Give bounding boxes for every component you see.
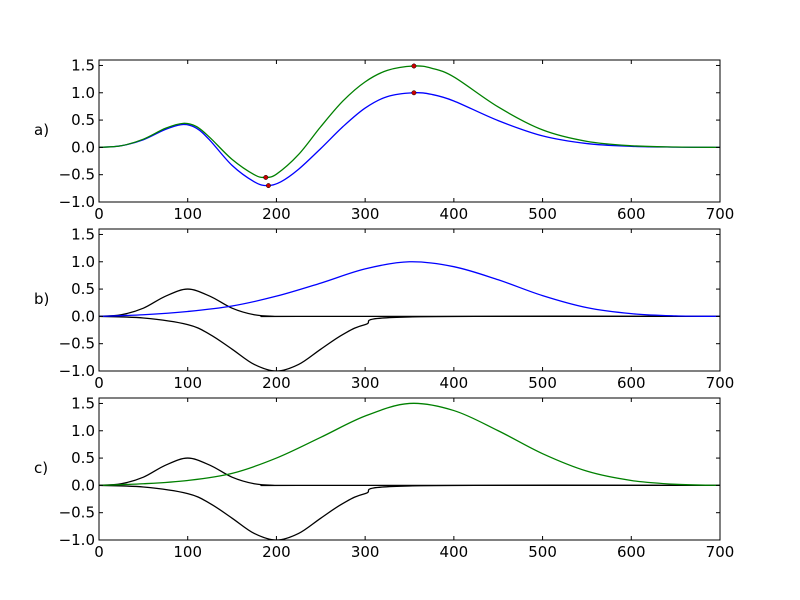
x-tick-label-2-5: 500 <box>528 543 557 561</box>
axes-frame-2 <box>98 397 721 541</box>
x-tick-label-2-6: 600 <box>617 543 646 561</box>
y-tick-label-2-2: 0.0 <box>71 476 95 494</box>
data-marker-0-3 <box>411 90 417 96</box>
series-line-2-2 <box>99 402 720 487</box>
x-tick-label-1-7: 700 <box>706 374 735 392</box>
x-tick-label-1-3: 300 <box>351 374 380 392</box>
x-tick-label-0-5: 500 <box>528 205 557 223</box>
x-tick-label-0-0: 0 <box>94 205 104 223</box>
axes-frame-1 <box>98 228 721 372</box>
x-tick-label-2-2: 200 <box>262 543 291 561</box>
y-tick-label-0-4: 1.0 <box>71 84 95 102</box>
series-line-2-0 <box>99 457 720 487</box>
y-tick-label-1-5: 1.5 <box>71 225 95 243</box>
y-tick-label-1-1: −0.5 <box>59 335 95 353</box>
y-tick-label-1-4: 1.0 <box>71 253 95 271</box>
panel-0: 0 100 200 300 400 500 600 700 −1.0 −0.5 0.0 0.5 1.0 1… <box>34 56 734 223</box>
panel-1: 0 100 200 300 400 500 600 700 −1.0 −0.5 0.0 0.5 1.0 1… <box>34 225 734 392</box>
y-tick-label-2-0: −1.0 <box>59 531 95 549</box>
x-tick-label-1-6: 600 <box>617 374 646 392</box>
panel-2: 0 100 200 300 400 500 600 700 −1.0 −0.5 0.0 0.5 1.0 1… <box>34 394 734 561</box>
x-tick-label-2-3: 300 <box>351 543 380 561</box>
series-line-0-1 <box>99 65 720 179</box>
y-tick-label-0-2: 0.0 <box>71 138 95 156</box>
x-tick-label-1-2: 200 <box>262 374 291 392</box>
x-tick-label-2-4: 400 <box>440 543 469 561</box>
y-tick-label-1-0: −1.0 <box>59 362 95 380</box>
x-tick-label-0-3: 300 <box>351 205 380 223</box>
data-marker-0-1 <box>265 183 271 189</box>
panel-label-0: a) <box>34 121 49 139</box>
series-line-1-0 <box>99 288 720 318</box>
x-tick-label-0-2: 200 <box>262 205 291 223</box>
x-tick-label-1-4: 400 <box>440 374 469 392</box>
panel-label-1: b) <box>34 290 49 308</box>
y-tick-label-2-1: −0.5 <box>59 504 95 522</box>
x-tick-label-0-6: 600 <box>617 205 646 223</box>
y-tick-label-0-1: −0.5 <box>59 166 95 184</box>
x-tick-label-2-0: 0 <box>94 543 104 561</box>
data-marker-0-2 <box>411 63 417 69</box>
x-tick-label-1-1: 100 <box>173 374 202 392</box>
x-tick-label-0-7: 700 <box>706 205 735 223</box>
x-tick-label-0-1: 100 <box>173 205 202 223</box>
series-line-1-2 <box>99 261 720 318</box>
series-line-1-1 <box>99 315 720 371</box>
axes-frame-0 <box>98 59 721 203</box>
data-marker-0-0 <box>263 174 269 180</box>
x-tick-label-2-7: 700 <box>706 543 735 561</box>
x-tick-label-1-0: 0 <box>94 374 104 392</box>
x-tick-label-0-4: 400 <box>440 205 469 223</box>
y-tick-label-2-5: 1.5 <box>71 394 95 412</box>
x-tick-label-2-1: 100 <box>173 543 202 561</box>
y-tick-label-0-0: −1.0 <box>59 193 95 211</box>
y-tick-label-1-3: 0.5 <box>71 280 95 298</box>
y-tick-label-0-5: 1.5 <box>71 56 95 74</box>
x-tick-label-1-5: 500 <box>528 374 557 392</box>
y-tick-label-2-4: 1.0 <box>71 422 95 440</box>
y-tick-label-2-3: 0.5 <box>71 449 95 467</box>
series-line-2-1 <box>99 484 720 540</box>
panel-label-2: c) <box>34 459 48 477</box>
series-line-0-0 <box>99 92 720 187</box>
y-tick-label-1-2: 0.0 <box>71 307 95 325</box>
y-tick-label-0-3: 0.5 <box>71 111 95 129</box>
